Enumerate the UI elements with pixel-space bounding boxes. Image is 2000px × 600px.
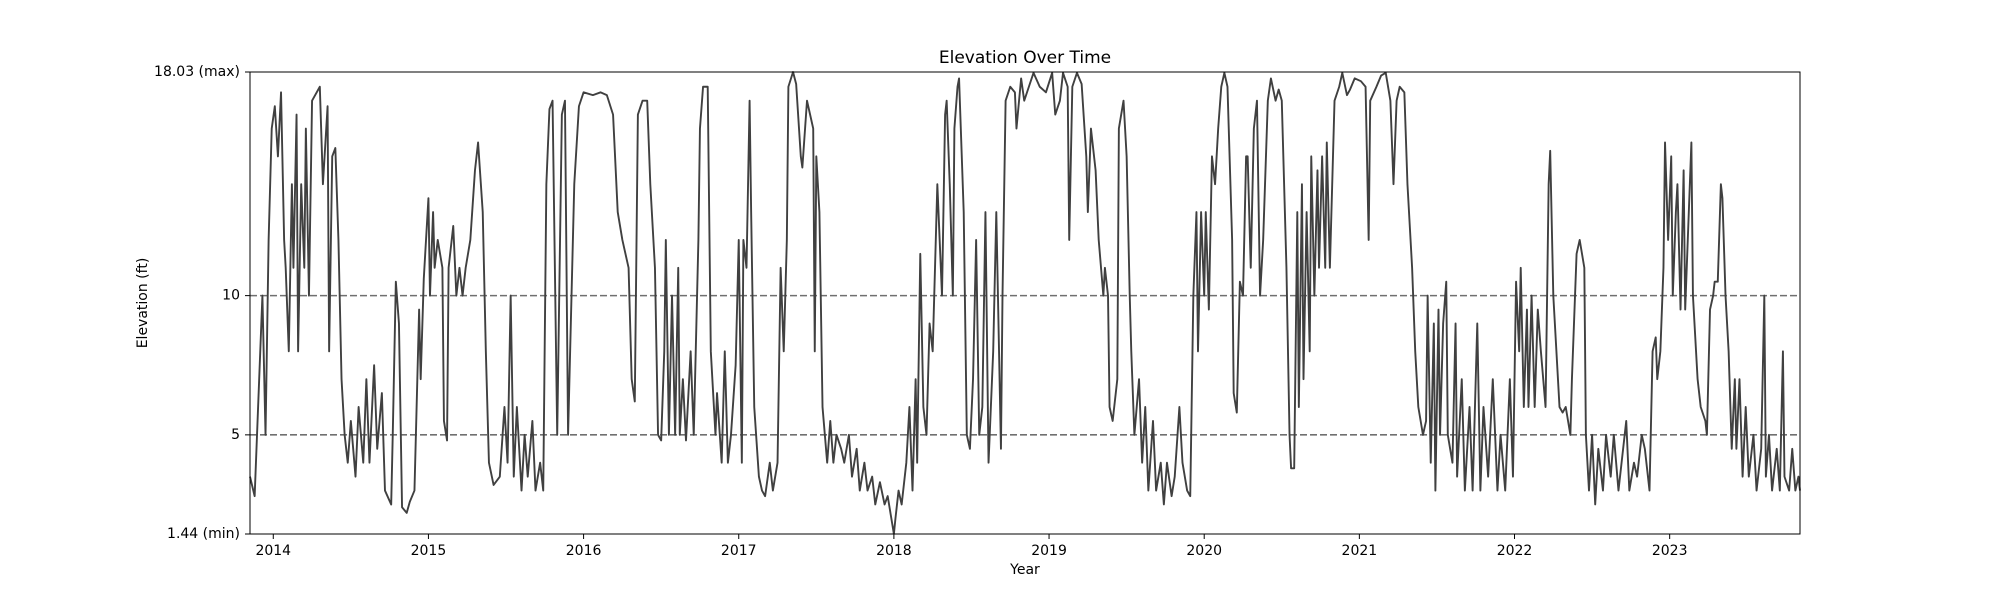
x-tick-label: 2014 — [255, 543, 291, 559]
x-tick-label: 2016 — [566, 543, 602, 559]
data-line — [249, 71, 1801, 535]
y-tick-label: 10 — [222, 288, 240, 304]
x-tick-label: 2021 — [1342, 543, 1378, 559]
y-tick-label: 1.44 (min) — [167, 526, 240, 542]
y-tick-label: 18.03 (max) — [154, 64, 240, 80]
x-tick-label: 2019 — [1031, 543, 1067, 559]
x-tick-label: 2023 — [1652, 543, 1688, 559]
y-tick-label: 5 — [231, 427, 240, 443]
x-axis-label: Year — [1009, 562, 1040, 578]
x-tick-label: 2018 — [876, 543, 912, 559]
x-tick-label: 2020 — [1186, 543, 1222, 559]
x-tick-label: 2017 — [721, 543, 757, 559]
chart-title: Elevation Over Time — [939, 48, 1111, 68]
y-axis-label: Elevation (ft) — [135, 258, 151, 349]
plot-frame — [249, 71, 1801, 535]
x-tick-label: 2015 — [411, 543, 447, 559]
x-tick-label: 2022 — [1497, 543, 1533, 559]
